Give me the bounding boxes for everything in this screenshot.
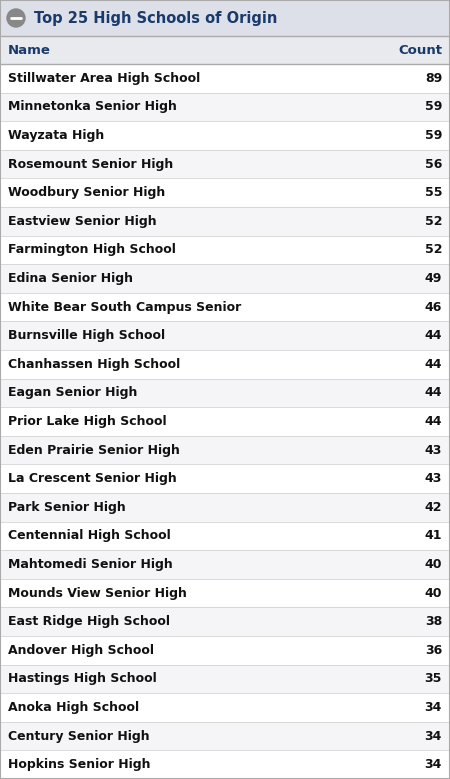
Text: 38: 38 — [425, 615, 442, 628]
Text: White Bear South Campus Senior: White Bear South Campus Senior — [8, 301, 241, 314]
Circle shape — [7, 9, 25, 27]
Bar — [0, 636, 450, 664]
Text: 40: 40 — [424, 587, 442, 600]
Text: 89: 89 — [425, 72, 442, 85]
Text: Andover High School: Andover High School — [8, 643, 154, 657]
Text: 49: 49 — [425, 272, 442, 285]
Bar — [0, 64, 450, 93]
Bar — [0, 264, 450, 293]
Bar — [0, 407, 450, 435]
Text: Minnetonka Senior High: Minnetonka Senior High — [8, 100, 177, 114]
Text: 43: 43 — [425, 472, 442, 485]
Text: La Crescent Senior High: La Crescent Senior High — [8, 472, 177, 485]
Bar — [0, 722, 450, 750]
Text: Woodbury Senior High: Woodbury Senior High — [8, 186, 165, 199]
Bar — [0, 178, 450, 207]
Text: Eagan Senior High: Eagan Senior High — [8, 386, 137, 400]
Bar — [0, 693, 450, 722]
Text: Wayzata High: Wayzata High — [8, 129, 104, 142]
Text: 35: 35 — [425, 672, 442, 686]
Bar — [0, 0, 450, 36]
Text: Park Senior High: Park Senior High — [8, 501, 126, 514]
Text: 34: 34 — [425, 701, 442, 714]
Text: 52: 52 — [424, 215, 442, 227]
Bar — [0, 550, 450, 579]
Text: 36: 36 — [425, 643, 442, 657]
Text: 44: 44 — [424, 415, 442, 428]
Text: Mounds View Senior High: Mounds View Senior High — [8, 587, 187, 600]
Text: Burnsville High School: Burnsville High School — [8, 330, 165, 342]
Text: 52: 52 — [424, 243, 442, 256]
Text: Anoka High School: Anoka High School — [8, 701, 139, 714]
Text: 43: 43 — [425, 443, 442, 456]
Text: 42: 42 — [424, 501, 442, 514]
Text: Mahtomedi Senior High: Mahtomedi Senior High — [8, 558, 173, 571]
Text: Chanhassen High School: Chanhassen High School — [8, 358, 180, 371]
Text: Edina Senior High: Edina Senior High — [8, 272, 133, 285]
Text: 44: 44 — [424, 358, 442, 371]
Bar — [0, 379, 450, 407]
Bar — [0, 207, 450, 235]
Bar — [0, 150, 450, 178]
Text: 40: 40 — [424, 558, 442, 571]
Text: 59: 59 — [425, 100, 442, 114]
Bar — [0, 122, 450, 150]
Text: Hopkins Senior High: Hopkins Senior High — [8, 758, 150, 771]
Bar — [0, 664, 450, 693]
Bar — [0, 93, 450, 122]
Bar — [0, 750, 450, 779]
Text: 41: 41 — [424, 530, 442, 542]
Text: Stillwater Area High School: Stillwater Area High School — [8, 72, 200, 85]
Text: Count: Count — [398, 44, 442, 57]
Text: 34: 34 — [425, 730, 442, 742]
Bar — [0, 522, 450, 550]
Text: 56: 56 — [425, 157, 442, 171]
Bar — [0, 608, 450, 636]
Bar — [0, 435, 450, 464]
Bar — [0, 464, 450, 493]
Text: Century Senior High: Century Senior High — [8, 730, 149, 742]
Bar — [0, 235, 450, 264]
Text: 46: 46 — [425, 301, 442, 314]
Text: 44: 44 — [424, 330, 442, 342]
Text: Hastings High School: Hastings High School — [8, 672, 157, 686]
Text: 34: 34 — [425, 758, 442, 771]
Bar — [0, 36, 450, 64]
Bar — [0, 293, 450, 322]
Text: East Ridge High School: East Ridge High School — [8, 615, 170, 628]
Text: 55: 55 — [424, 186, 442, 199]
Text: Eastview Senior High: Eastview Senior High — [8, 215, 157, 227]
Bar — [0, 493, 450, 522]
Text: Farmington High School: Farmington High School — [8, 243, 176, 256]
Text: Centennial High School: Centennial High School — [8, 530, 171, 542]
Text: Prior Lake High School: Prior Lake High School — [8, 415, 166, 428]
Text: Eden Prairie Senior High: Eden Prairie Senior High — [8, 443, 180, 456]
Text: 59: 59 — [425, 129, 442, 142]
Text: Top 25 High Schools of Origin: Top 25 High Schools of Origin — [34, 10, 277, 26]
Bar — [0, 322, 450, 350]
Bar — [0, 579, 450, 608]
Text: 44: 44 — [424, 386, 442, 400]
Text: Rosemount Senior High: Rosemount Senior High — [8, 157, 173, 171]
Text: Name: Name — [8, 44, 51, 57]
Bar — [0, 350, 450, 379]
